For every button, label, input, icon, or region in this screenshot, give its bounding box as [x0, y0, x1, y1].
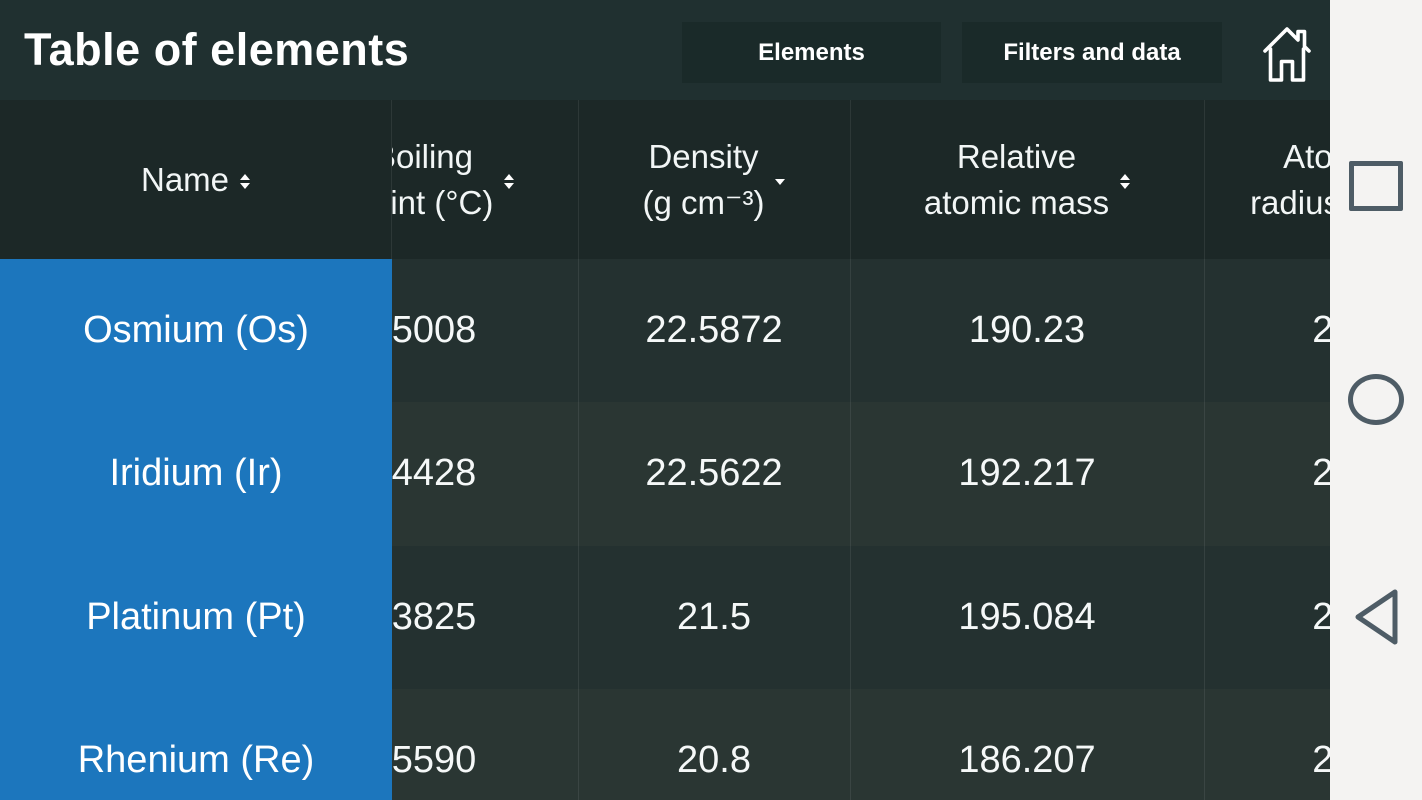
filters-and-data-button[interactable]: Filters and data	[962, 22, 1222, 83]
cell-ram: 190.23	[968, 309, 1086, 352]
elements-button[interactable]: Elements	[682, 22, 941, 83]
sort-both-icon	[504, 174, 515, 189]
cell-boiling: 3825	[391, 595, 477, 638]
recents-square-icon[interactable]	[1349, 161, 1403, 211]
cell-density: 20.8	[677, 739, 751, 782]
cell-density: 21.5	[677, 595, 751, 638]
column-divider	[850, 100, 851, 800]
row-name-cell[interactable]: Iridium (Ir)	[109, 452, 283, 495]
cell-boiling: 4428	[391, 452, 477, 495]
column-header-label: Relative atomic mass	[923, 137, 1110, 221]
column-divider	[578, 100, 579, 800]
column-header-density[interactable]: Density (g cm⁻³)	[578, 100, 850, 259]
cell-density: 22.5872	[645, 309, 783, 352]
selected-name-cells: Osmium (Os) Iridium (Ir) Platinum (Pt) Rhen…	[0, 259, 392, 800]
column-header-label: Name	[140, 160, 230, 198]
app-bar: Table of elements Elements Filters and d…	[0, 0, 1422, 100]
cell-ram: 192.217	[958, 452, 1096, 495]
sort-both-icon	[240, 174, 251, 189]
row-name-cell[interactable]: Osmium (Os)	[83, 309, 309, 352]
sort-both-icon	[1120, 174, 1131, 189]
home-circle-icon[interactable]	[1348, 374, 1404, 425]
cell-ram: 195.084	[958, 595, 1096, 638]
home-icon-glyph	[1263, 27, 1311, 82]
page-title: Table of elements	[24, 24, 410, 75]
cell-boiling: 5590	[391, 739, 477, 782]
row-name-cell[interactable]: Platinum (Pt)	[86, 595, 306, 638]
cell-boiling: 5008	[391, 309, 477, 352]
back-triangle-glyph	[1355, 589, 1398, 645]
column-divider	[1204, 100, 1205, 800]
back-triangle-icon[interactable]	[1352, 587, 1400, 652]
column-header-name[interactable]: Name	[0, 100, 392, 259]
row-name-cell[interactable]: Rhenium (Re)	[77, 739, 315, 782]
sort-descending-icon	[775, 178, 786, 185]
elements-table: Boiling point (°C) Density (g cm⁻³) Relative…	[0, 100, 1422, 800]
android-navigation-bar	[1330, 0, 1422, 800]
column-header-ram[interactable]: Relative atomic mass	[850, 100, 1204, 259]
pinned-name-column: Name Osmium (Os) Iridium (Ir) Platinum (Pt…	[0, 100, 392, 800]
column-header-label: Density (g cm⁻³)	[642, 137, 765, 221]
home-icon[interactable]	[1258, 20, 1316, 86]
cell-density: 22.5622	[645, 452, 783, 495]
cell-ram: 186.207	[958, 739, 1096, 782]
